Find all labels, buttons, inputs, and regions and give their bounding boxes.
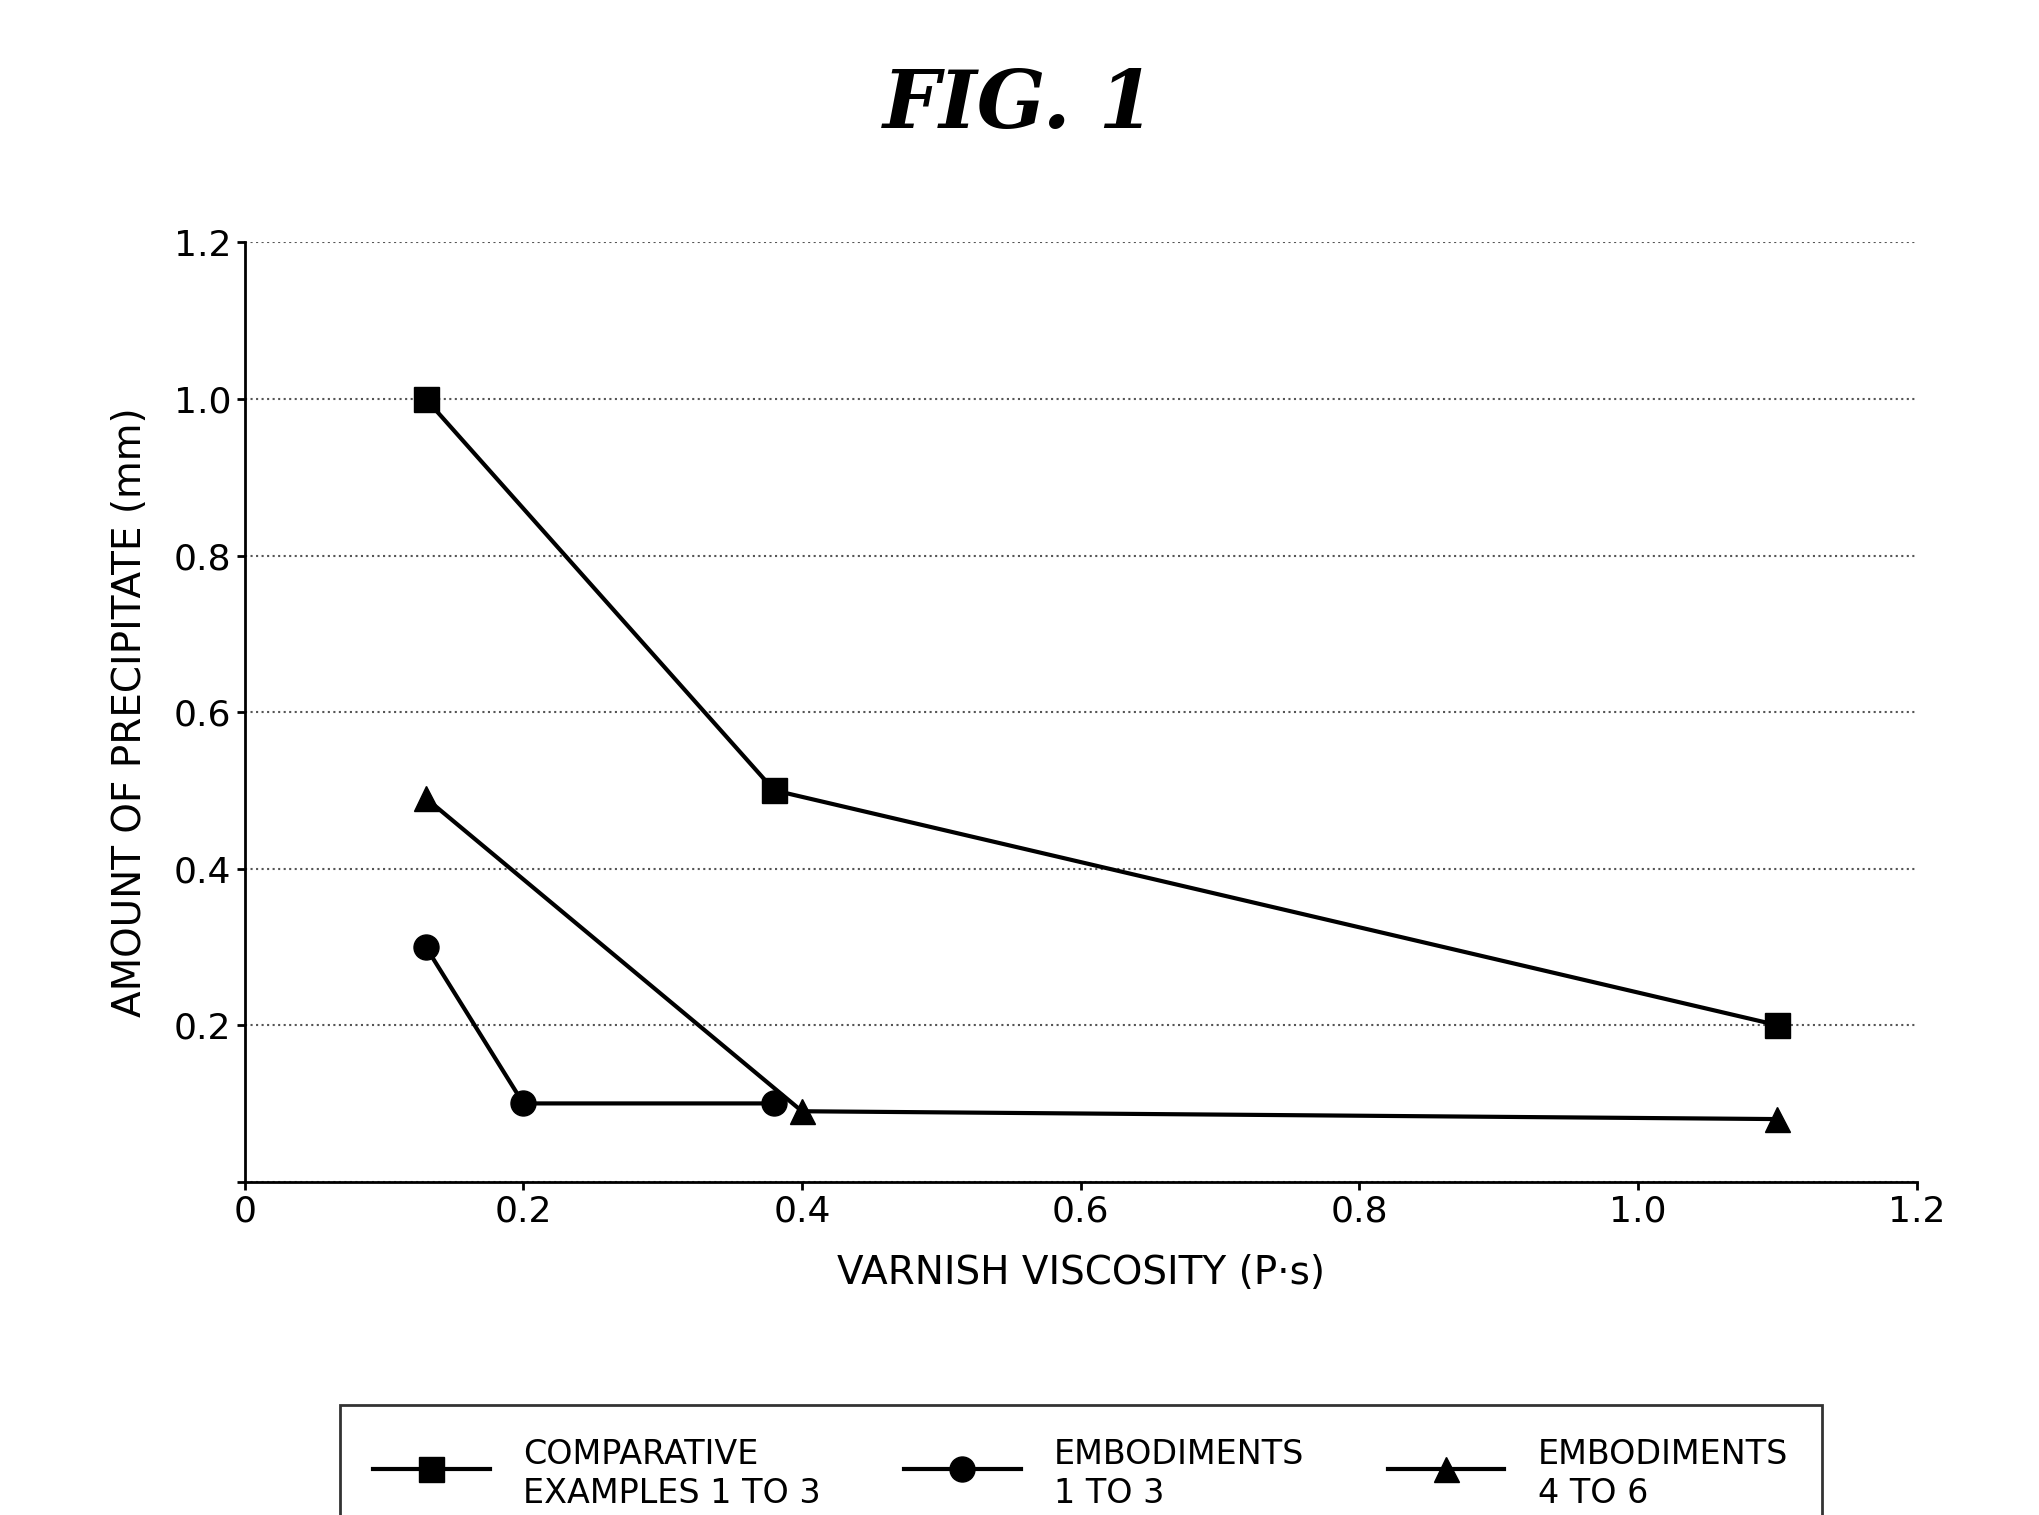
Text: FIG. 1: FIG. 1 [883, 67, 1156, 145]
Legend: COMPARATIVE
EXAMPLES 1 TO 3, EMBODIMENTS
1 TO 3, EMBODIMENTS
4 TO 6: COMPARATIVE EXAMPLES 1 TO 3, EMBODIMENTS… [341, 1404, 1821, 1515]
X-axis label: VARNISH VISCOSITY (P·s): VARNISH VISCOSITY (P·s) [836, 1254, 1325, 1292]
Y-axis label: AMOUNT OF PRECIPITATE (mm): AMOUNT OF PRECIPITATE (mm) [110, 408, 149, 1017]
